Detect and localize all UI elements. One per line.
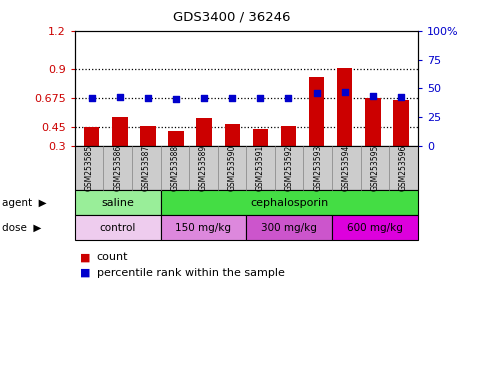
Point [228,94,236,101]
Point [172,96,180,102]
Point [116,94,124,100]
Text: dose  ▶: dose ▶ [2,222,42,233]
Point [144,95,152,101]
Point [256,95,264,101]
Text: GSM253594: GSM253594 [342,145,351,191]
Bar [140,126,156,146]
Text: count: count [97,252,128,262]
Text: GSM253587: GSM253587 [142,145,151,191]
Text: GSM253593: GSM253593 [313,145,322,191]
Bar [112,117,128,146]
Text: ■: ■ [80,252,94,262]
Point [88,95,96,101]
Point [284,95,292,101]
Bar [169,131,184,146]
Text: GSM253596: GSM253596 [399,145,408,191]
Bar [253,129,268,146]
Point [313,90,320,96]
Text: GSM253591: GSM253591 [256,145,265,191]
Text: agent  ▶: agent ▶ [2,197,47,208]
Point [397,94,405,100]
Text: percentile rank within the sample: percentile rank within the sample [97,268,284,278]
Point [369,93,377,99]
Text: GSM253595: GSM253595 [370,145,380,191]
Bar [309,77,324,146]
Point [341,89,349,96]
Point [200,94,208,101]
Bar [197,118,212,146]
Text: control: control [99,222,136,233]
Text: GSM253586: GSM253586 [113,145,122,191]
Bar [84,127,99,146]
Text: saline: saline [101,197,134,208]
Text: 300 mg/kg: 300 mg/kg [261,222,317,233]
Bar [337,68,353,146]
Text: GDS3400 / 36246: GDS3400 / 36246 [173,10,291,23]
Bar [393,101,409,146]
Bar [281,126,296,146]
Text: cephalosporin: cephalosporin [250,197,328,208]
Text: 600 mg/kg: 600 mg/kg [347,222,403,233]
Text: GSM253588: GSM253588 [170,145,179,191]
Text: GSM253585: GSM253585 [85,145,94,191]
Bar [225,124,240,146]
Bar [365,98,381,146]
Text: GSM253592: GSM253592 [284,145,294,191]
Text: GSM253589: GSM253589 [199,145,208,191]
Text: 150 mg/kg: 150 mg/kg [175,222,231,233]
Text: GSM253590: GSM253590 [227,145,237,191]
Text: ■: ■ [80,268,94,278]
